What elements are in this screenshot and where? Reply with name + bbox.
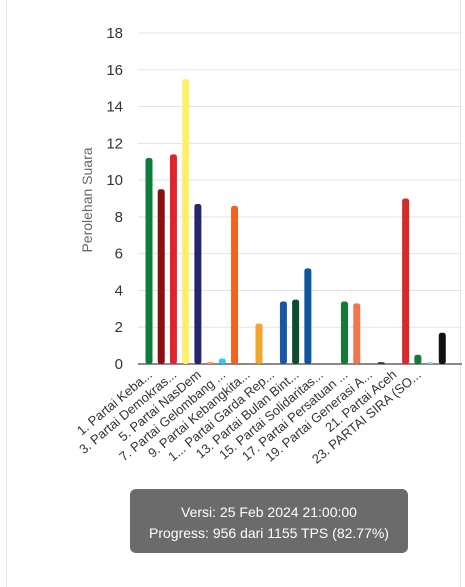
bar[interactable] [426, 362, 434, 364]
bar[interactable] [206, 362, 214, 364]
y-tick-label: 6 [115, 246, 123, 263]
y-axis-label: Perolehan Suara [79, 147, 95, 252]
bar[interactable] [353, 303, 361, 364]
progress-text: Progress: 956 dari 1155 TPS (82.77%) [149, 525, 389, 541]
y-tick-label: 2 [115, 319, 123, 336]
bars [145, 78, 446, 365]
bar[interactable] [402, 198, 410, 365]
bar[interactable] [169, 154, 177, 364]
y-tick-label: 8 [115, 209, 123, 226]
bar[interactable] [157, 189, 165, 364]
y-tick-label: 0 [115, 356, 123, 373]
bar[interactable] [182, 78, 190, 364]
bar[interactable] [218, 358, 226, 364]
y-tick-label: 18 [106, 25, 123, 42]
x-axis-ticks: 1. Partai Keba...3. Partai Demokras...5.… [74, 367, 424, 467]
bar[interactable] [377, 362, 385, 364]
bar[interactable] [414, 354, 422, 364]
bar[interactable] [231, 205, 239, 364]
y-tick-label: 4 [115, 282, 123, 299]
y-axis-ticks: 0 2 4 6 8 10 12 14 16 18 [106, 25, 123, 373]
progress-tooltip: Versi: 25 Feb 2024 21:00:00 Progress: 95… [130, 489, 408, 553]
bar[interactable] [292, 299, 300, 364]
y-tick-label: 12 [106, 135, 123, 152]
y-tick-label: 14 [106, 99, 123, 116]
bar[interactable] [341, 301, 349, 364]
bar[interactable] [255, 323, 263, 364]
bar[interactable] [304, 268, 312, 364]
y-tick-label: 10 [106, 172, 123, 189]
version-text: Versi: 25 Feb 2024 21:00:00 [181, 504, 357, 520]
bar[interactable] [145, 158, 153, 364]
bar[interactable] [438, 332, 446, 364]
y-tick-label: 16 [106, 62, 123, 79]
bar[interactable] [194, 204, 202, 364]
bar[interactable] [279, 301, 287, 364]
